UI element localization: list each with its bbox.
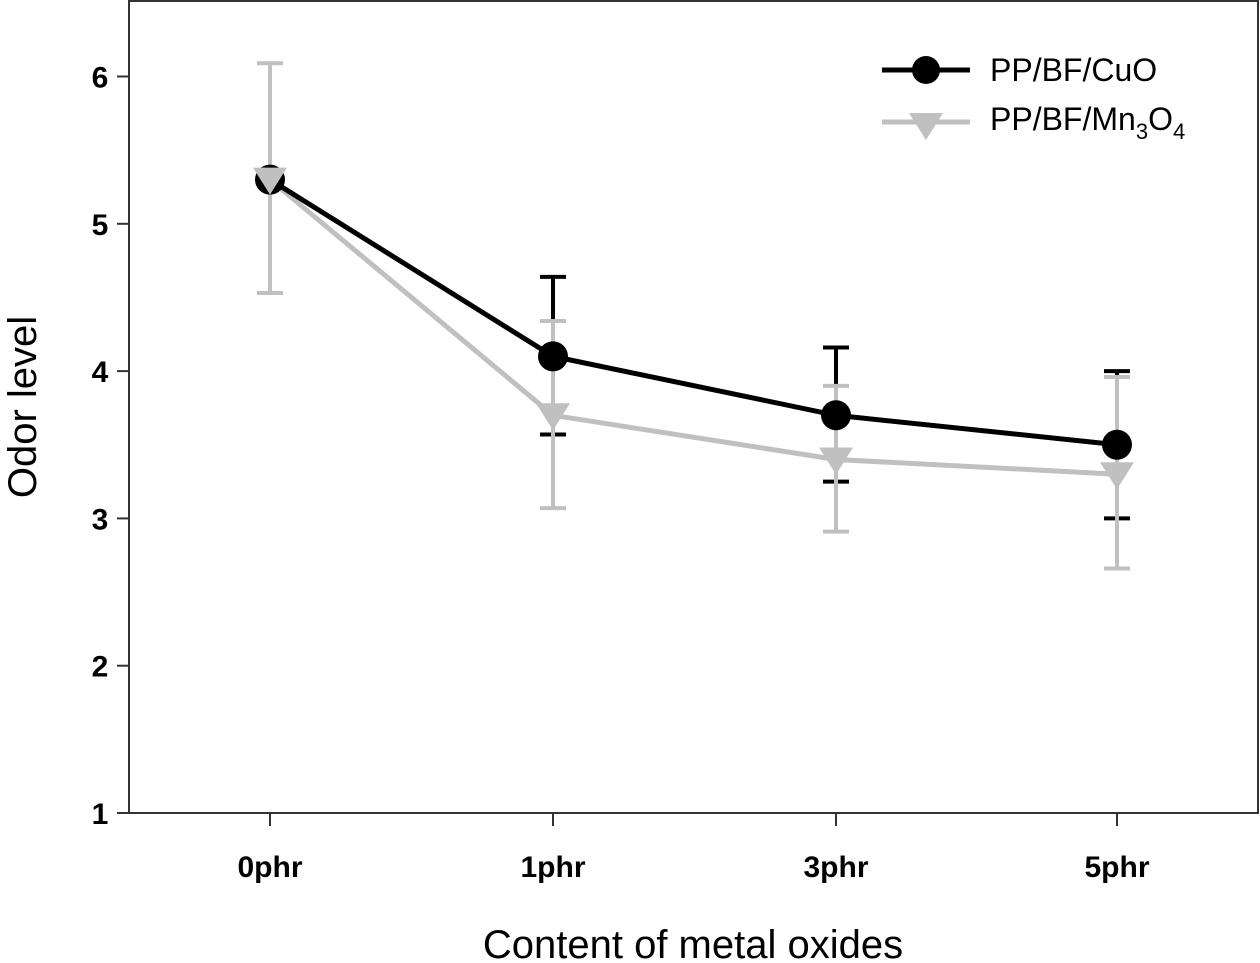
series-line-mn3o4	[268, 177, 1118, 477]
data-point-cuo	[821, 400, 851, 431]
data-point-cuo	[1102, 429, 1132, 460]
series-lines	[268, 177, 1118, 477]
x-tick-label: 5phr	[1084, 851, 1149, 884]
series-line-cuo	[268, 177, 1118, 448]
legend-label-mn3o4-sub1: 3	[1136, 119, 1148, 144]
x-tick-label: 1phr	[520, 851, 585, 884]
data-point-mn3o4	[536, 403, 570, 431]
legend-label-mn3o4-mid: O	[1148, 101, 1173, 137]
axes	[128, 0, 1259, 814]
legend-item-cuo: PP/BF/CuO	[882, 52, 1157, 88]
y-tick-label: 4	[92, 356, 109, 389]
legend-marker-mn3o4	[909, 113, 943, 140]
y-axis-title: Odor level	[1, 316, 45, 498]
y-tick-label: 3	[92, 503, 109, 536]
y-tick-label: 5	[92, 209, 109, 242]
y-axis: 1 2 3 4 5 6	[92, 62, 129, 831]
legend-label-mn3o4-main: PP/BF/Mn	[990, 101, 1136, 137]
data-point-cuo	[538, 341, 568, 372]
error-bars	[257, 61, 1130, 571]
data-point-mn3o4	[819, 447, 853, 475]
x-axis-title: Content of metal oxides	[483, 923, 903, 963]
x-tick-label: 0phr	[237, 851, 302, 884]
legend-marker-cuo	[912, 56, 940, 84]
legend-label-mn3o4-sub2: 4	[1173, 119, 1185, 144]
legend-label-mn3o4: PP/BF/Mn3O4	[990, 101, 1185, 144]
legend-label-cuo: PP/BF/CuO	[990, 52, 1157, 88]
y-tick-label: 1	[92, 798, 109, 831]
x-tick-label: 3phr	[803, 851, 868, 884]
y-tick-label: 2	[92, 651, 109, 684]
plot-frame	[128, 0, 1259, 814]
y-tick-label: 6	[92, 62, 109, 95]
data-point-mn3o4	[253, 167, 287, 195]
legend: PP/BF/CuO PP/BF/Mn3O4	[882, 52, 1185, 144]
series-markers	[253, 164, 1134, 490]
x-axis: 0phr 1phr 3phr 5phr	[237, 813, 1150, 884]
legend-item-mn3o4: PP/BF/Mn3O4	[882, 101, 1185, 144]
data-point-mn3o4	[1100, 462, 1134, 490]
